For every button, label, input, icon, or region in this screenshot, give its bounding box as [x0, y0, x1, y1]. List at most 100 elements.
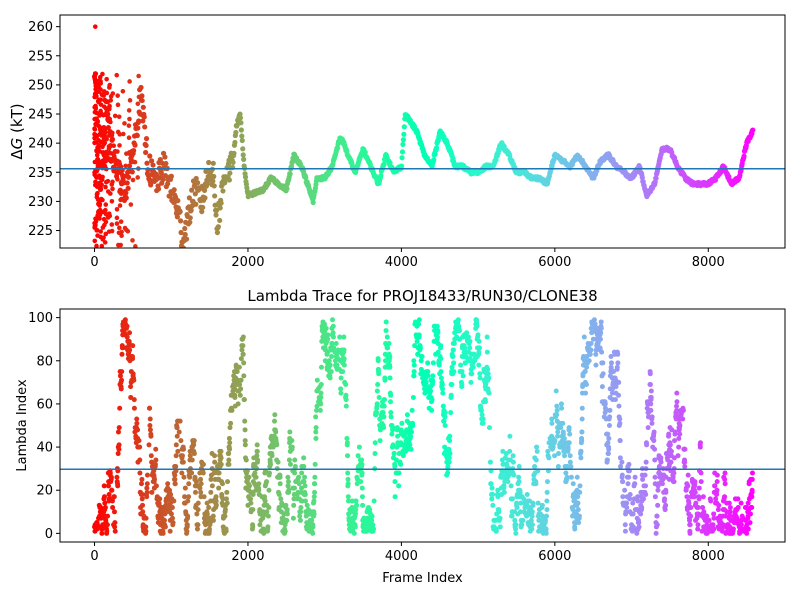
lambda-point: [476, 349, 482, 355]
lambda-point: [369, 513, 375, 519]
lambda-point: [685, 483, 691, 489]
lambda-point: [682, 463, 688, 469]
lambda-point: [343, 382, 349, 388]
delta-g-point: [119, 229, 124, 235]
lambda-point: [325, 336, 331, 342]
lambda-point: [722, 494, 728, 500]
lambda-point: [487, 459, 493, 465]
delta-g-y-axis-label: ΔG (kT): [8, 103, 26, 159]
x-tick-label: 8000: [692, 549, 725, 564]
lambda-point: [555, 433, 561, 439]
lambda-point: [177, 418, 183, 424]
delta-g-point: [212, 193, 218, 199]
lambda-point: [122, 317, 128, 323]
delta-g-point: [95, 98, 101, 104]
lambda-point: [289, 444, 295, 450]
lambda-point: [486, 390, 492, 396]
lambda-point: [714, 492, 720, 498]
lambda-point: [301, 463, 307, 469]
lambda-point: [735, 504, 741, 510]
lambda-point: [602, 401, 608, 407]
lambda-point: [152, 476, 158, 482]
lambda-point: [606, 435, 612, 441]
delta-g-point: [91, 73, 98, 80]
lambda-point: [479, 412, 485, 418]
delta-g-point: [130, 158, 136, 165]
delta-g-point: [103, 202, 109, 207]
delta-g-point: [177, 209, 183, 215]
delta-g-point: [100, 225, 106, 230]
delta-g-point: [120, 88, 126, 94]
lambda-point: [351, 530, 357, 536]
lambda-point: [674, 407, 680, 413]
lambda-point: [143, 524, 149, 530]
lambda-point: [329, 341, 335, 347]
lambda-point: [246, 483, 252, 489]
delta-g-point: [101, 141, 107, 147]
lambda-point: [488, 481, 494, 487]
lambda-point: [512, 517, 518, 523]
delta-g-point: [103, 98, 109, 105]
lambda-point: [371, 498, 377, 504]
lambda-point: [242, 438, 248, 444]
lambda-point: [620, 494, 626, 500]
delta-g-point: [109, 136, 116, 142]
lambda-point: [533, 457, 539, 463]
lambda-point: [172, 481, 178, 487]
lambda-point: [671, 479, 677, 485]
y-tick-label: 60: [36, 397, 53, 412]
lambda-point: [692, 479, 698, 485]
lambda-point: [387, 375, 393, 381]
delta-g-point: [378, 173, 384, 179]
lambda-point: [449, 364, 455, 370]
lambda-point: [380, 410, 386, 416]
lambda-point: [115, 429, 121, 435]
delta-g-point: [100, 158, 106, 164]
lambda-point: [496, 509, 502, 515]
delta-g-point: [139, 93, 145, 99]
delta-g-point: [95, 82, 101, 87]
lambda-point: [642, 472, 648, 478]
lambda-point: [644, 442, 650, 448]
lambda-point: [172, 472, 178, 478]
lambda-point: [533, 481, 539, 487]
lambda-point: [613, 384, 619, 390]
lambda-point: [206, 504, 212, 510]
lambda-point: [591, 317, 597, 323]
delta-g-point: [145, 167, 151, 173]
delta-g-point: [126, 108, 132, 113]
x-tick-label: 0: [90, 255, 98, 270]
lambda-point: [610, 369, 616, 375]
delta-g-point: [136, 118, 142, 124]
lambda-point: [448, 392, 454, 398]
lambda-point: [318, 390, 324, 396]
lambda-point: [119, 345, 125, 351]
lambda-point: [671, 455, 677, 461]
lambda-point: [688, 513, 694, 519]
lambda-point: [425, 373, 431, 379]
lambda-point: [675, 453, 681, 459]
lambda-point: [476, 362, 482, 368]
lambda-point: [509, 513, 515, 519]
lambda-point: [185, 498, 191, 504]
lambda-point: [250, 524, 256, 530]
lambda-point: [104, 522, 110, 528]
lambda-point: [603, 407, 609, 413]
lambda-point: [428, 388, 434, 394]
delta-g-point: [381, 161, 387, 167]
delta-g-point: [92, 126, 97, 131]
lambda-point: [220, 496, 226, 502]
lambda-point: [195, 500, 201, 506]
lambda-point: [382, 377, 388, 383]
lambda-point: [636, 524, 642, 530]
delta-g-point: [206, 159, 212, 166]
lambda-point: [204, 511, 210, 517]
lambda-point: [450, 353, 456, 359]
lambda-point: [677, 431, 683, 437]
lambda-point: [451, 341, 457, 347]
y-tick-label: 40: [36, 441, 53, 456]
lambda-point: [529, 513, 535, 519]
x-tick-label: 4000: [385, 549, 418, 564]
lambda-point: [489, 496, 495, 502]
lambda-point: [114, 474, 120, 480]
